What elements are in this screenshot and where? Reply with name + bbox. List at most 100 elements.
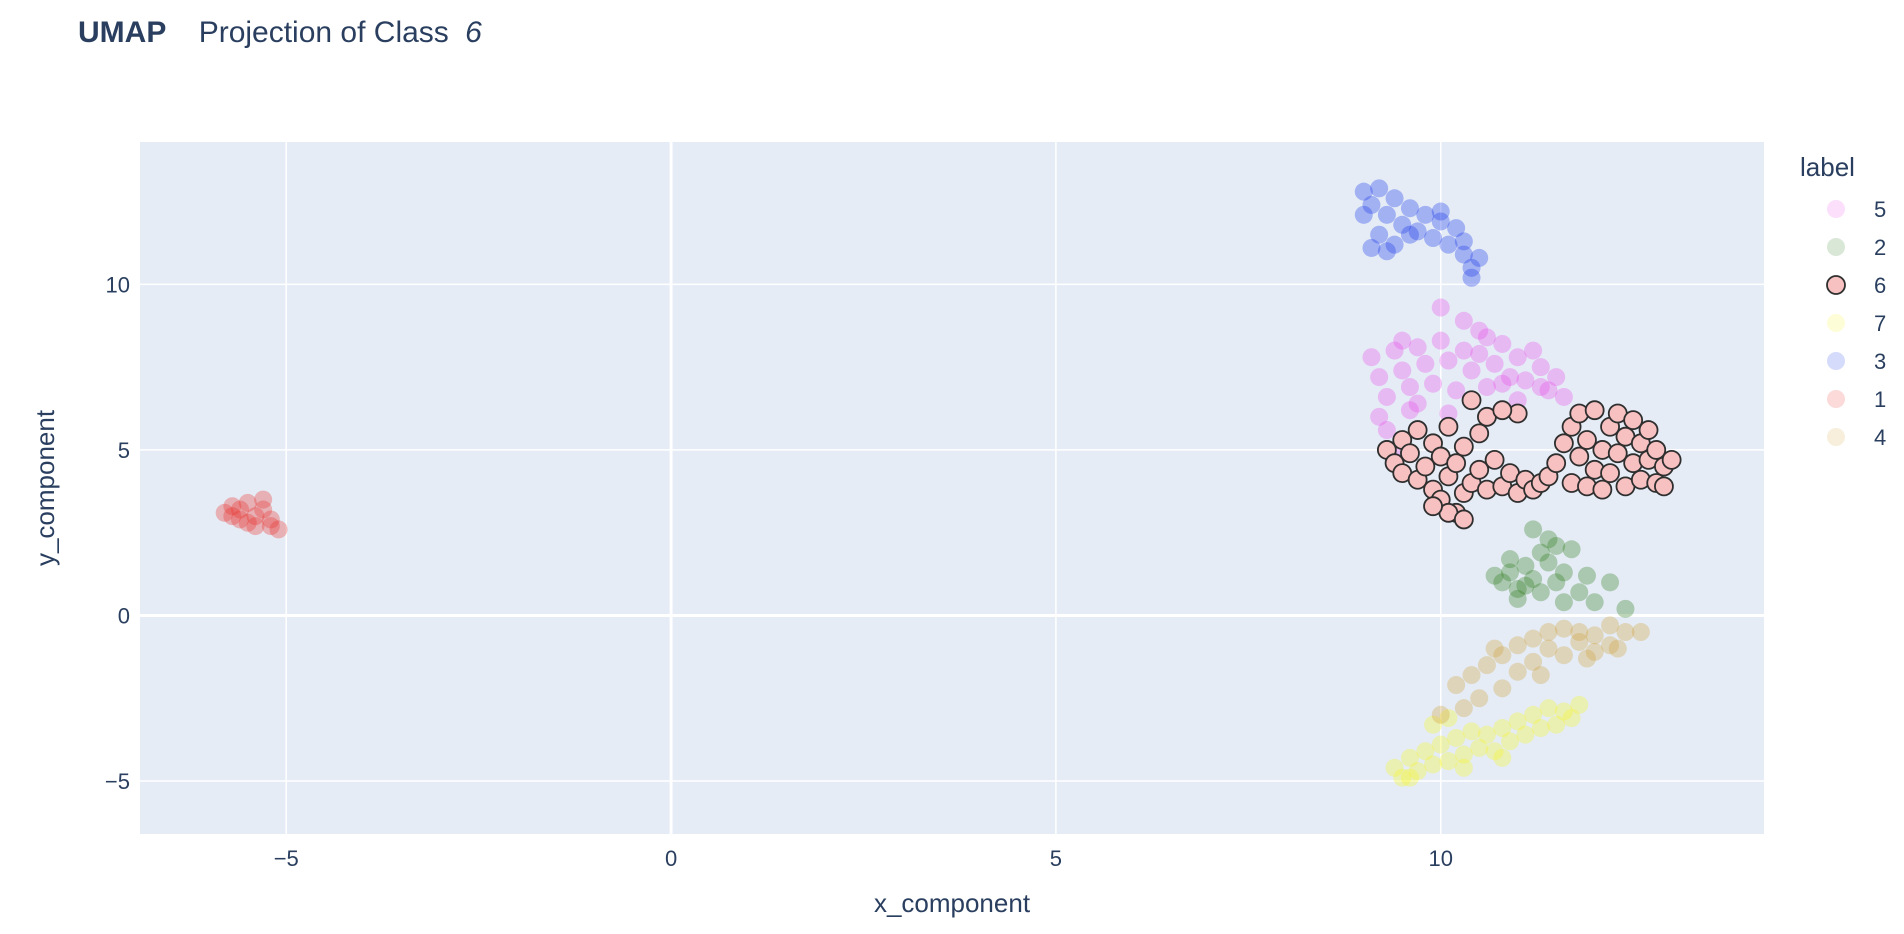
point-class-7 <box>1470 738 1489 757</box>
point-class-5 <box>1454 341 1473 360</box>
chart-title-main: Projection of Class <box>199 16 449 49</box>
y-tick-label: −5 <box>105 769 130 794</box>
point-class-2 <box>1493 573 1512 592</box>
point-class-3 <box>1385 189 1404 208</box>
point-class-5 <box>1408 338 1427 357</box>
point-class-4 <box>1616 623 1635 642</box>
point-class-1 <box>261 510 280 529</box>
point-class-2 <box>1547 573 1566 592</box>
point-class-6 <box>1453 436 1474 457</box>
point-class-4 <box>1493 679 1512 698</box>
x-tick-label: −5 <box>274 846 299 871</box>
chart-title-bold: UMAP <box>78 16 166 49</box>
point-class-2 <box>1501 550 1520 569</box>
point-class-7 <box>1385 758 1404 777</box>
legend-item-3[interactable]: 3 <box>1827 349 1886 374</box>
point-class-7 <box>1431 735 1450 754</box>
point-class-7 <box>1493 748 1512 767</box>
point-class-7 <box>1393 768 1412 787</box>
svg-text:UMAP Projection of Cla: UMAP Projection of Class 6 <box>78 16 482 49</box>
point-class-5 <box>1485 354 1504 373</box>
point-class-5 <box>1408 394 1427 413</box>
point-class-6 <box>1592 479 1613 500</box>
point-class-3 <box>1354 205 1373 224</box>
point-class-7 <box>1485 742 1504 761</box>
point-class-2 <box>1516 556 1535 575</box>
legend-item-2[interactable]: 2 <box>1827 235 1886 260</box>
legend-marker <box>1827 238 1845 256</box>
point-class-7 <box>1447 728 1466 747</box>
point-class-4 <box>1485 639 1504 658</box>
legend-item-4[interactable]: 4 <box>1827 425 1886 450</box>
point-class-2 <box>1524 520 1543 539</box>
y-tick-label: 5 <box>118 438 130 463</box>
point-class-6 <box>1453 509 1474 530</box>
point-class-5 <box>1547 368 1566 387</box>
chart-title-italic: 6 <box>465 16 482 49</box>
point-class-2 <box>1524 570 1543 589</box>
point-class-7 <box>1408 762 1427 781</box>
legend-item-7[interactable]: 7 <box>1827 311 1886 336</box>
point-class-2 <box>1531 583 1550 602</box>
point-class-3 <box>1462 268 1481 287</box>
point-class-2 <box>1616 599 1635 618</box>
point-class-5 <box>1431 298 1450 317</box>
point-class-2 <box>1601 573 1620 592</box>
point-class-7 <box>1424 755 1443 774</box>
point-class-1 <box>223 507 242 526</box>
point-class-4 <box>1508 662 1527 681</box>
chart-title: UMAP Projection of Class 6 <box>78 16 482 49</box>
point-class-7 <box>1570 695 1589 714</box>
legend-marker <box>1827 314 1845 332</box>
point-class-2 <box>1585 593 1604 612</box>
point-class-5 <box>1454 311 1473 330</box>
point-class-5 <box>1493 334 1512 353</box>
legend-item-6[interactable]: 6 <box>1826 273 1886 298</box>
point-class-5 <box>1370 407 1389 426</box>
y-tick-label: 0 <box>118 603 130 628</box>
point-class-6 <box>1546 453 1567 474</box>
point-class-3 <box>1424 229 1443 248</box>
legend-item-5[interactable]: 5 <box>1827 197 1886 222</box>
point-class-1 <box>246 517 265 536</box>
series-6 <box>1376 390 1682 530</box>
point-class-6 <box>1461 390 1482 411</box>
point-class-5 <box>1516 371 1535 390</box>
point-class-4 <box>1508 636 1527 655</box>
point-class-4 <box>1493 646 1512 665</box>
point-class-7 <box>1400 768 1419 787</box>
point-class-5 <box>1377 421 1396 440</box>
point-class-4 <box>1447 676 1466 695</box>
point-class-5 <box>1400 378 1419 397</box>
point-class-2 <box>1562 540 1581 559</box>
legend-item-1[interactable]: 1 <box>1827 387 1886 412</box>
point-class-5 <box>1462 361 1481 380</box>
legend-label: 7 <box>1874 311 1886 336</box>
y-axis-ticks: −5 0 5 10 <box>105 272 130 794</box>
point-class-6 <box>1569 446 1590 467</box>
point-class-4 <box>1477 656 1496 675</box>
series-7 <box>1385 695 1589 787</box>
point-class-1 <box>231 500 250 519</box>
point-class-4 <box>1539 623 1558 642</box>
point-class-1 <box>254 500 273 519</box>
point-class-4 <box>1570 632 1589 651</box>
point-class-7 <box>1439 752 1458 771</box>
point-class-2 <box>1508 579 1527 598</box>
point-class-6 <box>1553 433 1574 454</box>
series-4 <box>1431 616 1650 724</box>
point-class-5 <box>1393 361 1412 380</box>
legend-label: 3 <box>1874 349 1886 374</box>
point-class-4 <box>1601 616 1620 635</box>
point-class-3 <box>1431 202 1450 221</box>
point-class-6 <box>1577 430 1597 450</box>
point-class-1 <box>254 490 273 509</box>
point-class-4 <box>1577 649 1596 668</box>
legend-title: label <box>1800 152 1855 182</box>
point-class-6 <box>1607 443 1628 464</box>
point-class-7 <box>1562 709 1581 728</box>
point-class-5 <box>1400 401 1419 420</box>
point-class-7 <box>1531 719 1550 738</box>
point-class-4 <box>1524 652 1543 671</box>
